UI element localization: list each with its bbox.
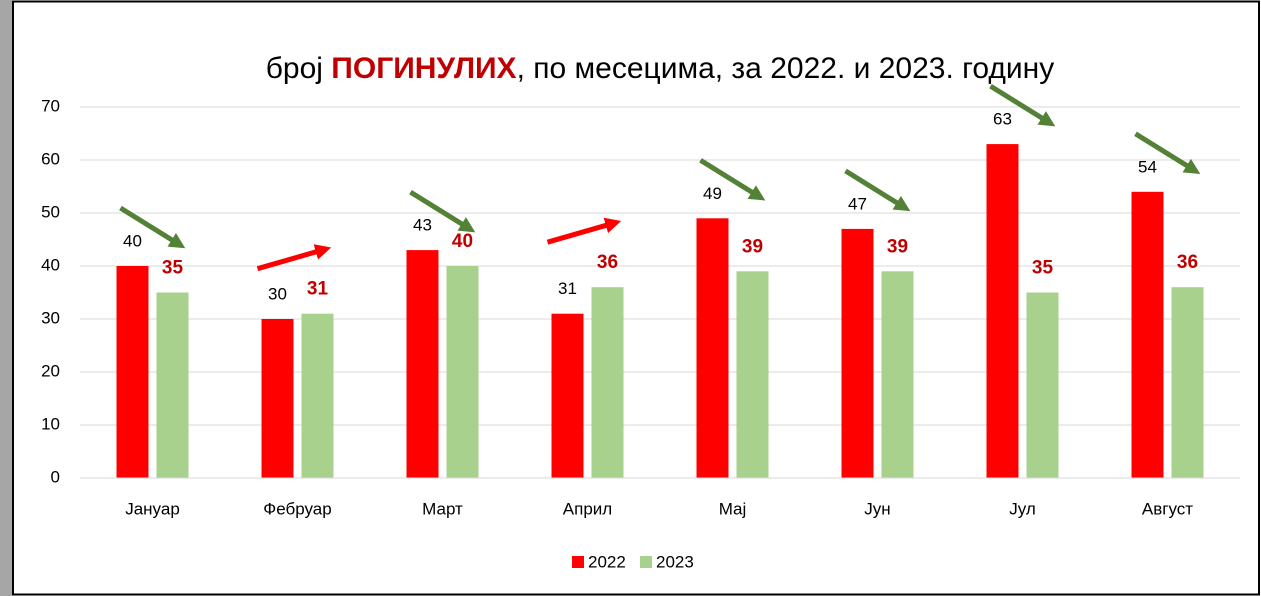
data-label: 40 (452, 231, 473, 252)
data-label: 39 (887, 236, 908, 257)
data-label: 31 (307, 279, 329, 300)
trend-arrow (1134, 131, 1201, 175)
bar (406, 250, 439, 478)
x-tick-label: Мај (719, 499, 747, 518)
data-label: 36 (597, 252, 618, 273)
title-part: број (266, 52, 332, 85)
frame-edge (0, 0, 12, 596)
bar (591, 287, 624, 478)
data-label: 30 (268, 284, 287, 303)
trend-arrow (119, 205, 186, 249)
chart-title: број ПОГИНУЛИХ, по месецима, за 2022. и … (266, 52, 1055, 85)
bar (736, 271, 769, 478)
data-label: 49 (703, 184, 722, 203)
bar (986, 144, 1019, 478)
y-tick-label: 50 (41, 202, 60, 221)
bar (116, 266, 149, 478)
bar (1026, 292, 1059, 478)
frame (12, 0, 1260, 596)
x-tick-label: Април (563, 499, 612, 518)
y-tick-label: 60 (41, 149, 60, 168)
data-label: 36 (1177, 252, 1198, 273)
y-tick-label: 40 (41, 255, 60, 274)
bar (696, 218, 729, 479)
bar (301, 313, 334, 478)
bar (156, 292, 189, 478)
y-tick-label: 0 (51, 467, 60, 486)
x-tick-label: Јун (864, 499, 890, 518)
trend-arrow (699, 158, 766, 201)
bar (1171, 287, 1204, 478)
bar (261, 319, 294, 478)
data-label: 31 (558, 279, 577, 298)
title-part: ПОГИНУЛИХ (331, 52, 516, 85)
y-tick-label: 30 (41, 308, 60, 327)
data-label: 35 (162, 258, 184, 279)
trend-arrow (989, 83, 1056, 127)
data-label: 54 (1138, 157, 1157, 176)
legend-swatch (640, 556, 652, 568)
x-tick-label: Јул (1009, 499, 1036, 518)
trend-arrow (546, 217, 622, 245)
legend-label: 2023 (656, 552, 694, 571)
x-tick-label: Јануар (125, 499, 180, 518)
trend-arrow (844, 168, 911, 212)
legend-label: 2022 (588, 552, 626, 571)
trend-arrow (256, 244, 332, 272)
y-tick-label: 70 (41, 96, 60, 115)
data-label: 43 (413, 216, 432, 235)
x-tick-label: Фебруар (263, 499, 331, 518)
x-tick-label: Март (422, 499, 463, 518)
data-label: 35 (1032, 258, 1054, 279)
data-label: 47 (848, 194, 867, 213)
bar (841, 228, 874, 478)
legend-swatch (572, 556, 584, 568)
trend-arrow (409, 189, 476, 233)
y-tick-label: 10 (41, 414, 60, 433)
bar (1131, 191, 1164, 479)
y-tick-label: 20 (41, 361, 60, 380)
data-label: 63 (993, 110, 1012, 129)
data-label: 40 (123, 231, 142, 250)
title-part: , по месецима, за 2022. и 2023. годину (517, 52, 1055, 85)
x-tick-label: Август (1142, 499, 1193, 518)
bar (446, 266, 479, 478)
data-label: 39 (742, 236, 763, 257)
bar (881, 271, 914, 478)
bar (551, 313, 584, 478)
